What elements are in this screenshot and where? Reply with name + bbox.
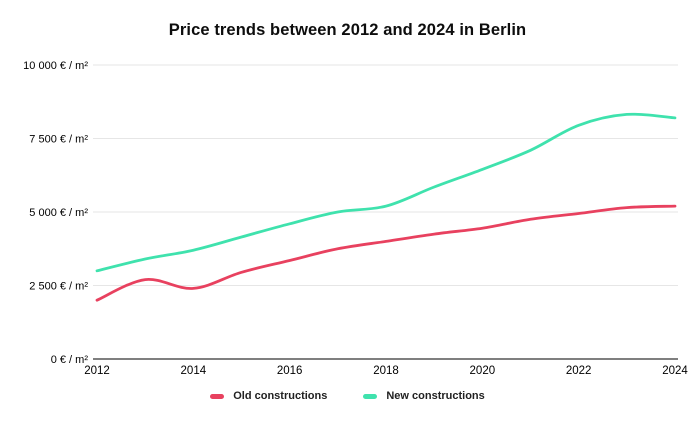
legend-label: New constructions bbox=[386, 390, 485, 402]
y-axis-label: 7 500 € / m² bbox=[29, 134, 88, 146]
y-axis-label: 5 000 € / m² bbox=[29, 207, 88, 219]
old-constructions-swatch-icon bbox=[210, 393, 225, 399]
chart-legend: Old constructions New constructions bbox=[0, 390, 695, 402]
y-axis-label: 10 000 € / m² bbox=[23, 60, 88, 72]
y-axis-label: 2 500 € / m² bbox=[29, 281, 88, 293]
legend-item-new-constructions[interactable]: New constructions bbox=[363, 390, 485, 402]
legend-label: Old constructions bbox=[233, 390, 328, 402]
new-constructions-swatch-icon bbox=[363, 393, 378, 399]
x-axis-label: 2012 bbox=[84, 365, 110, 377]
x-axis-label: 2018 bbox=[373, 365, 399, 377]
x-axis-label: 2016 bbox=[277, 365, 303, 377]
x-axis-label: 2020 bbox=[470, 365, 496, 377]
x-axis-label: 2022 bbox=[566, 365, 592, 377]
legend-item-old-constructions[interactable]: Old constructions bbox=[210, 390, 327, 402]
y-axis-label: 0 € / m² bbox=[51, 354, 89, 366]
series-line-new-constructions[interactable] bbox=[95, 112, 677, 273]
series-line-old-constructions[interactable] bbox=[95, 204, 677, 302]
x-axis-label: 2014 bbox=[181, 365, 207, 377]
x-axis-label: 2024 bbox=[662, 365, 688, 377]
chart-title: Price trends between 2012 and 2024 in Be… bbox=[168, 21, 527, 39]
